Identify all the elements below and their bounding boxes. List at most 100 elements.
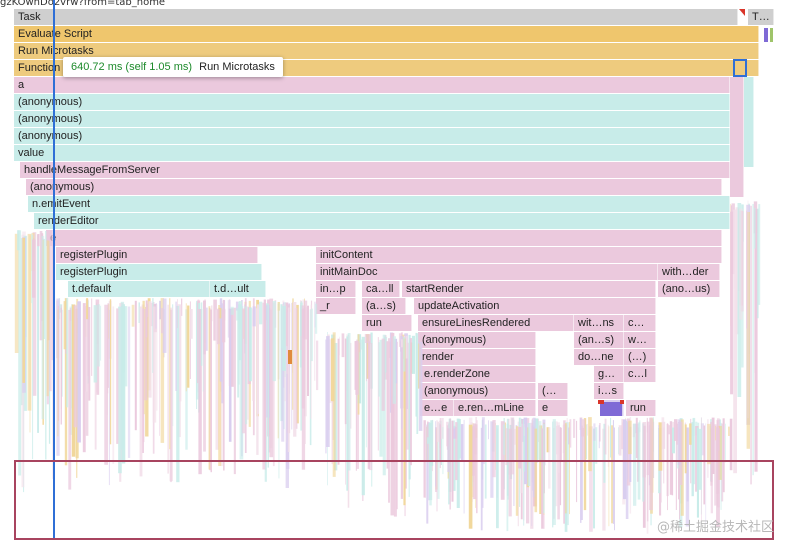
flame-sliver (104, 304, 108, 465)
flame-sliver (215, 309, 220, 450)
flame-bar-emit-event[interactable]: n.emitEvent (28, 196, 730, 212)
flame-bar-render[interactable]: render (418, 349, 536, 365)
flame-sliver (411, 335, 415, 374)
flame-sliver (691, 422, 694, 497)
flame-sliver (230, 306, 234, 315)
flame-bar-i-s[interactable]: i…s (594, 383, 624, 399)
flame-bar-task-short[interactable]: T… (748, 9, 774, 25)
flame-bar-with-der[interactable]: with…der (658, 264, 720, 280)
flame-sliver (259, 301, 263, 325)
flame-bar-r[interactable]: _r (316, 298, 356, 314)
flame-bar-a-s[interactable]: (a…s) (362, 298, 406, 314)
flame-sliver (262, 302, 266, 470)
flame-bar-update-activation[interactable]: updateActivation (414, 298, 656, 314)
flame-bar-e-short[interactable]: e (538, 400, 568, 416)
flame-sliver (314, 303, 318, 334)
flame-bar-paren[interactable]: (…) (624, 349, 656, 365)
flame-bar-c-l[interactable]: c…l (624, 366, 656, 382)
flame-sliver (557, 422, 560, 473)
flame-sliver (152, 306, 157, 423)
flame-sliver (139, 306, 143, 477)
flame-sliver (565, 422, 569, 526)
flame-sliver (456, 418, 460, 508)
flame-bar-run[interactable]: run (362, 315, 412, 331)
flame-sliver (272, 301, 276, 382)
flame-bar-anonymous-3[interactable]: (anonymous) (14, 128, 730, 144)
flame-bar-init-main-doc[interactable]: initMainDoc (316, 264, 658, 280)
flame-sliver (32, 232, 37, 396)
flame-sliver (307, 305, 309, 396)
flame-sliver (364, 334, 368, 343)
flame-sliver (252, 308, 256, 401)
flame-sliver (131, 304, 135, 327)
selected-entry-box[interactable] (733, 59, 747, 77)
flame-sliver (367, 334, 371, 344)
flame-sliver (63, 301, 67, 350)
flame-sliver (627, 422, 629, 480)
flame-bar-in-p[interactable]: in…p (316, 281, 356, 297)
flame-sliver (368, 343, 373, 471)
flame-sliver (386, 341, 389, 469)
flame-bar-ensure-lines[interactable]: ensureLinesRendered (418, 315, 574, 331)
flame-sliver (730, 205, 732, 359)
flame-bar-t-dult[interactable]: t.d…ult (210, 281, 266, 297)
flame-sliver (86, 298, 89, 320)
flame-sliver (355, 340, 359, 395)
flame-sliver (490, 421, 494, 498)
flame-sliver (408, 340, 410, 497)
flame-bar-e-e[interactable]: e…e (420, 400, 454, 416)
flame-sliver (599, 423, 601, 442)
flame-bar-anonymous-1[interactable]: (anonymous) (14, 94, 730, 110)
flame-bar-an-s[interactable]: (an…s) (574, 332, 624, 348)
flame-bar-register-plugin-1[interactable]: registerPlugin (56, 247, 258, 263)
flame-bar-ca-ll[interactable]: ca…ll (362, 281, 400, 297)
flame-bar-anonymous-2[interactable]: (anonymous) (14, 111, 730, 127)
flame-sliver (534, 428, 538, 513)
flame-bar-handle-message[interactable]: handleMessageFromServer (20, 162, 730, 178)
flame-sliver (750, 205, 752, 485)
flame-sliver (669, 421, 673, 495)
flame-bar-t-default[interactable]: t.default (68, 281, 210, 297)
flame-bar-init-content[interactable]: initContent (316, 247, 722, 263)
flame-sliver (277, 304, 279, 439)
flame-bar-c[interactable]: c… (624, 315, 656, 331)
flame-bar-w[interactable]: w… (624, 332, 656, 348)
flame-sliver (552, 419, 556, 525)
flame-sliver (692, 417, 696, 485)
flame-sliver (718, 425, 722, 480)
flame-sliver (378, 342, 380, 397)
flame-sliver (739, 208, 743, 320)
flame-bar-ano-us[interactable]: (ano…us) (658, 281, 720, 297)
flame-sliver (396, 341, 398, 510)
flame-sliver (515, 426, 519, 516)
flame-sliver (505, 428, 508, 466)
flame-bar-right-column-2 (744, 77, 754, 167)
flame-sliver (190, 309, 193, 339)
flame-bar-render-zone[interactable]: e.renderZone (420, 366, 536, 382)
flame-bar-a[interactable]: a (14, 77, 730, 93)
flame-sliver (430, 420, 434, 466)
flame-bar-task[interactable]: Task (14, 9, 738, 25)
flame-bar-anonymous-4[interactable]: (anonymous) (26, 179, 722, 195)
flame-sliver (292, 298, 294, 410)
flame-bar-start-render[interactable]: startRender (402, 281, 656, 297)
flame-sliver (427, 423, 431, 444)
flame-bar-register-plugin-2[interactable]: registerPlugin (56, 264, 262, 280)
flame-bar-run-microtasks[interactable]: Run Microtasks (14, 43, 759, 59)
flame-bar-e-ren-mline[interactable]: e.ren…mLine (454, 400, 536, 416)
flame-bar-wit-ns[interactable]: wit…ns (574, 315, 624, 331)
flame-bar-anonymous-5[interactable]: (anonymous) (418, 332, 536, 348)
flame-sliver (97, 304, 101, 367)
flame-sliver (580, 418, 582, 523)
flame-bar-paren-open[interactable]: (… (538, 383, 568, 399)
flame-bar-g[interactable]: g… (594, 366, 624, 382)
flame-sliver (435, 427, 438, 492)
flame-bar-anonymous-6[interactable]: (anonymous) (420, 383, 536, 399)
flame-sliver (37, 234, 40, 247)
flame-sliver (341, 333, 345, 358)
flame-bar-value[interactable]: value (14, 145, 730, 161)
flame-sliver (228, 308, 232, 442)
flame-bar-do-ne[interactable]: do…ne (574, 349, 624, 365)
flame-bar-run-2[interactable]: run (626, 400, 656, 416)
